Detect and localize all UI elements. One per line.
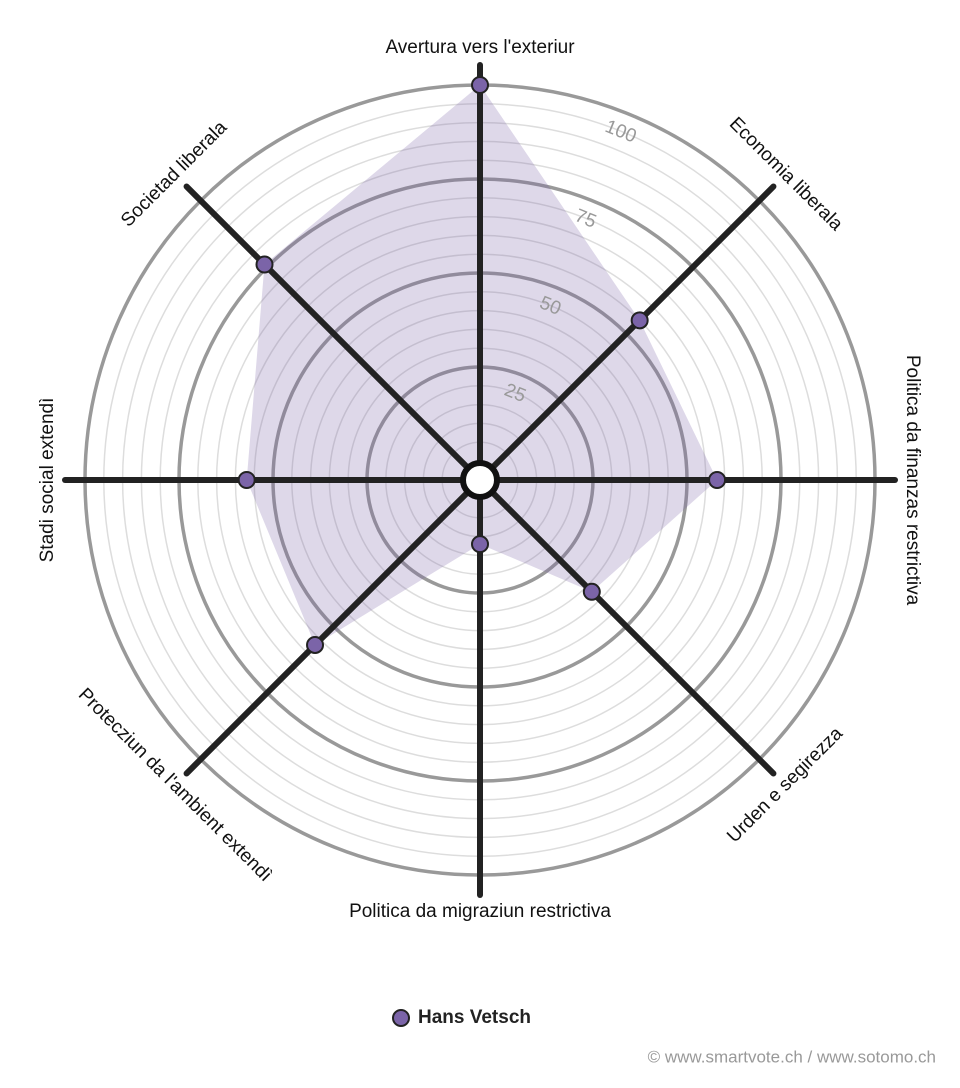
point (471, 535, 489, 554)
axis-label: Politica da migraziun restrictiva (349, 901, 611, 922)
axis-label: Stadi social extendì (37, 398, 58, 563)
spoke (183, 183, 483, 483)
point (582, 582, 601, 601)
legend-label: Hans Vetsch (418, 1007, 531, 1028)
center (460, 460, 500, 500)
point (306, 635, 325, 654)
spoke (477, 183, 777, 483)
legend-marker (392, 1009, 410, 1027)
point (471, 76, 489, 94)
tick-label: 100 (602, 116, 639, 147)
point (630, 311, 649, 330)
point (237, 471, 256, 489)
spoke (477, 477, 777, 777)
axis-label: Politica da finanzas restrictiva (902, 355, 923, 606)
point (255, 255, 274, 274)
spoke (183, 477, 483, 777)
point (708, 471, 727, 489)
footer: © www.smartvote.ch / www.sotomo.ch (648, 1047, 936, 1066)
axis-label: Avertura vers l'exteriur (385, 37, 575, 58)
